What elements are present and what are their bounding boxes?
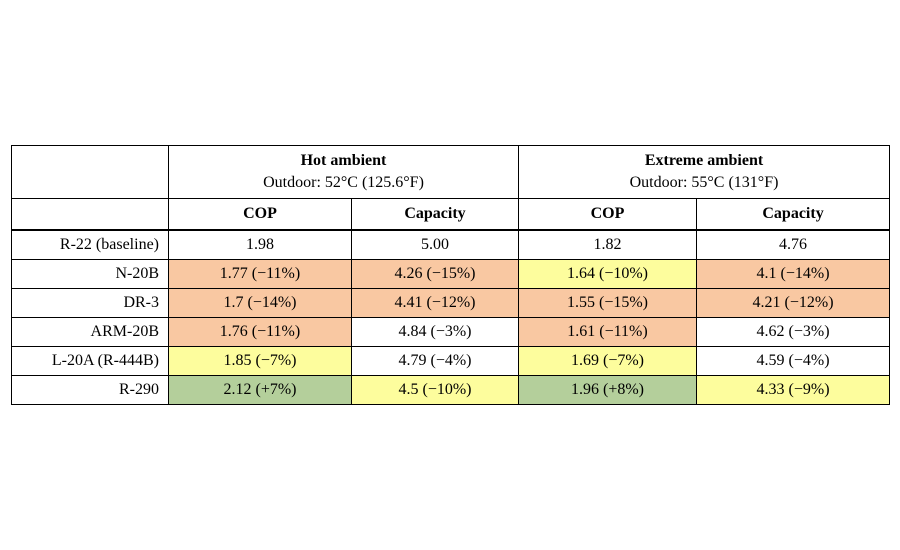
capacity-cell: 4.33 (−9%) [696,375,891,405]
cop-cell: 1.7 (−14%) [168,288,352,318]
capacity-cell: 4.1 (−14%) [696,259,891,289]
cop-cell: 1.85 (−7%) [168,346,352,376]
capacity-cell: 4.26 (−15%) [350,259,520,289]
refrigerant-name: N-20B [11,259,169,289]
refrigerant-name: DR-3 [11,288,169,318]
capacity-cell: 4.5 (−10%) [350,375,520,405]
cop-cell: 1.76 (−11%) [168,317,352,347]
capacity-cell: 4.76 [696,229,891,260]
table-row: DR-3 1.7 (−14%) 4.41 (−12%) 1.55 (−15%) 4.21… [11,288,891,318]
capacity-cell: 4.21 (−12%) [696,288,891,318]
capacity-cell: 4.79 (−4%) [350,346,520,376]
cop-cell: 1.55 (−15%) [518,288,698,318]
group-hot-ambient: Hot ambient Outdoor: 52°C (125.6°F) [167,145,520,199]
refrigerant-name: L-20A (R-444B) [11,346,169,376]
refrigerant-name: R-22 (baseline) [11,229,169,260]
group-extreme-ambient: Extreme ambient Outdoor: 55°C (131°F) [518,145,891,199]
refrigerant-name: R-290 [11,375,169,405]
cop-cell: 1.69 (−7%) [518,346,698,376]
cop-cell: 1.61 (−11%) [518,317,698,347]
capacity-cell: 4.59 (−4%) [696,346,891,376]
capacity-cell: 5.00 [350,229,520,260]
capacity-cell: 4.84 (−3%) [350,317,520,347]
subheader-capacity: Capacity [696,198,891,231]
table-row: L-20A (R-444B) 1.85 (−7%) 4.79 (−4%) 1.69 (… [11,346,891,376]
capacity-cell: 4.41 (−12%) [350,288,520,318]
group-header-row: Hot ambient Outdoor: 52°C (125.6°F) Extr… [11,145,891,199]
subheader-cop: COP [168,198,352,231]
group-subtitle: Outdoor: 55°C (131°F) [629,174,779,191]
cop-cell: 1.77 (−11%) [168,259,352,289]
refrigerant-name: ARM-20B [11,317,169,347]
subheader-capacity: Capacity [350,198,520,231]
subheader-row: COP Capacity COP Capacity [11,198,891,231]
table-row: ARM-20B 1.76 (−11%) 4.84 (−3%) 1.61 (−11%) 4… [11,317,891,347]
refrigerant-performance-table: Hot ambient Outdoor: 52°C (125.6°F) Extr… [11,145,891,405]
corner-cell [11,145,169,199]
table-row: R-290 2.12 (+7%) 4.5 (−10%) 1.96 (+8%) 4.33 … [11,375,891,405]
subheader-blank [11,198,169,231]
cop-cell: 2.12 (+7%) [168,375,352,405]
cop-cell: 1.64 (−10%) [518,259,698,289]
cop-cell: 1.82 [518,229,698,260]
table-row: R-22 (baseline) 1.98 5.00 1.82 4.76 [11,229,891,260]
group-subtitle: Outdoor: 52°C (125.6°F) [263,174,424,191]
subheader-cop: COP [518,198,698,231]
capacity-cell: 4.62 (−3%) [696,317,891,347]
group-title: Extreme ambient [644,152,764,169]
table-row: N-20B 1.77 (−11%) 4.26 (−15%) 1.64 (−10%) 4.… [11,259,891,289]
cop-cell: 1.96 (+8%) [518,375,698,405]
cop-cell: 1.98 [168,229,352,260]
group-title: Hot ambient [300,152,387,169]
